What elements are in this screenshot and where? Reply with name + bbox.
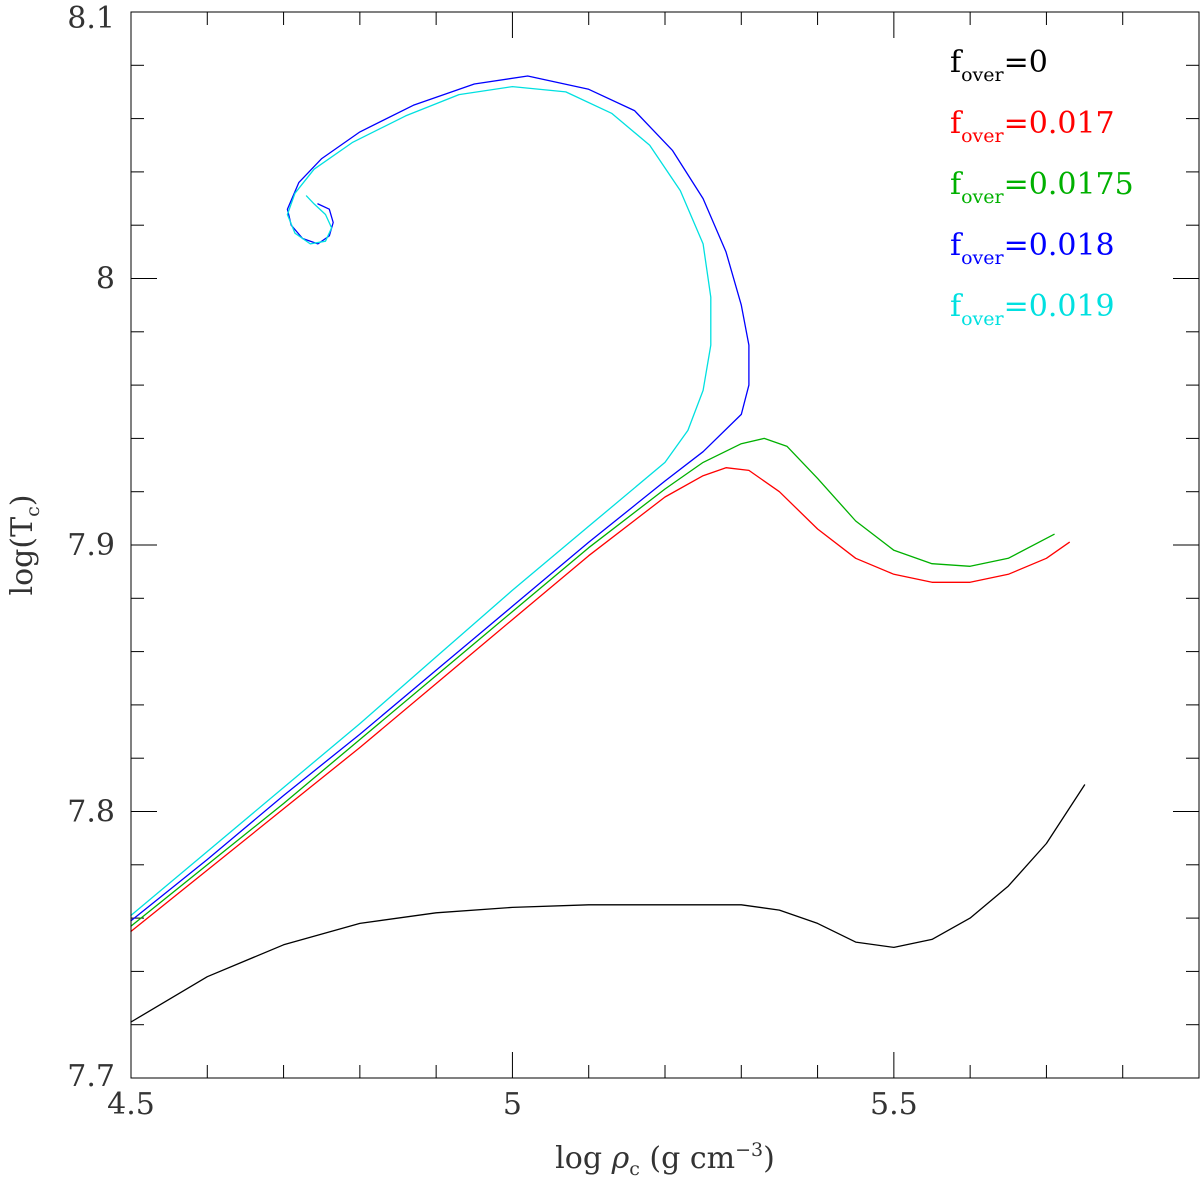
x-axis-title-prefix: log	[555, 1141, 611, 1176]
y-axis-title-sub: c	[22, 506, 44, 517]
legend-entry-value: =0.017	[1004, 106, 1115, 141]
x-tick-label: 4.5	[107, 1087, 155, 1122]
legend-entry-base: f	[950, 106, 963, 141]
x-axis-title-mid: (g cm	[640, 1141, 735, 1176]
x-tick-label: 5	[503, 1087, 522, 1122]
rho-symbol: ρ	[611, 1141, 630, 1176]
y-axis-title-prefix: log(T	[5, 517, 40, 596]
legend-entry-base: f	[950, 167, 963, 202]
y-tick-label: 7.7	[67, 1059, 115, 1094]
y-axis-title-post: )	[5, 495, 40, 507]
legend-entry: fover=0.0175	[950, 167, 1134, 208]
x-axis-title-sub: c	[629, 1158, 640, 1180]
y-tick-label: 7.9	[67, 528, 115, 563]
plot-frame	[130, 11, 1200, 1079]
legend-entry: fover=0.018	[950, 228, 1115, 269]
legend-entry: fover=0.017	[950, 106, 1115, 147]
legend-entry-base: f	[950, 45, 963, 80]
series-line	[130, 437, 1055, 927]
y-tick-label: 7.8	[67, 795, 115, 830]
y-tick-label: 8.1	[67, 1, 115, 36]
y-axis-title: log(Tc)	[5, 495, 44, 596]
legend: fover=0fover=0.017fover=0.0175fover=0.01…	[950, 45, 1134, 330]
x-tick-label: 5.5	[870, 1087, 918, 1122]
legend-entry-sub: over	[961, 247, 1004, 269]
series-line	[130, 784, 1086, 1023]
y-tick-label: 8	[96, 262, 115, 297]
legend-entry-base: f	[950, 228, 963, 263]
legend-entry-sub: over	[961, 186, 1004, 208]
legend-entry-sub: over	[961, 308, 1004, 330]
x-axis-title-sup: −3	[735, 1139, 763, 1161]
legend-entry-value: =0	[1004, 45, 1048, 80]
series-line	[130, 75, 750, 922]
tick-labels: 4.5 5 5.5 7.7 7.8 7.9 8 8.1	[67, 1, 917, 1122]
legend-entry-base: f	[950, 289, 963, 324]
legend-entry-sub: over	[961, 64, 1004, 86]
x-axis-title-post: )	[763, 1141, 775, 1176]
legend-entry-sub: over	[961, 125, 1004, 147]
legend-entry-value: =0.019	[1004, 289, 1115, 324]
legend-entry-value: =0.0175	[1004, 167, 1134, 202]
x-axis-title: log ρc (g cm−3)	[555, 1139, 775, 1180]
legend-entry: fover=0	[950, 45, 1048, 86]
legend-entry-value: =0.018	[1004, 228, 1115, 263]
series-line	[130, 467, 1070, 933]
series-lines	[130, 75, 1086, 1023]
series-line	[130, 85, 712, 917]
legend-entry: fover=0.019	[950, 289, 1115, 330]
